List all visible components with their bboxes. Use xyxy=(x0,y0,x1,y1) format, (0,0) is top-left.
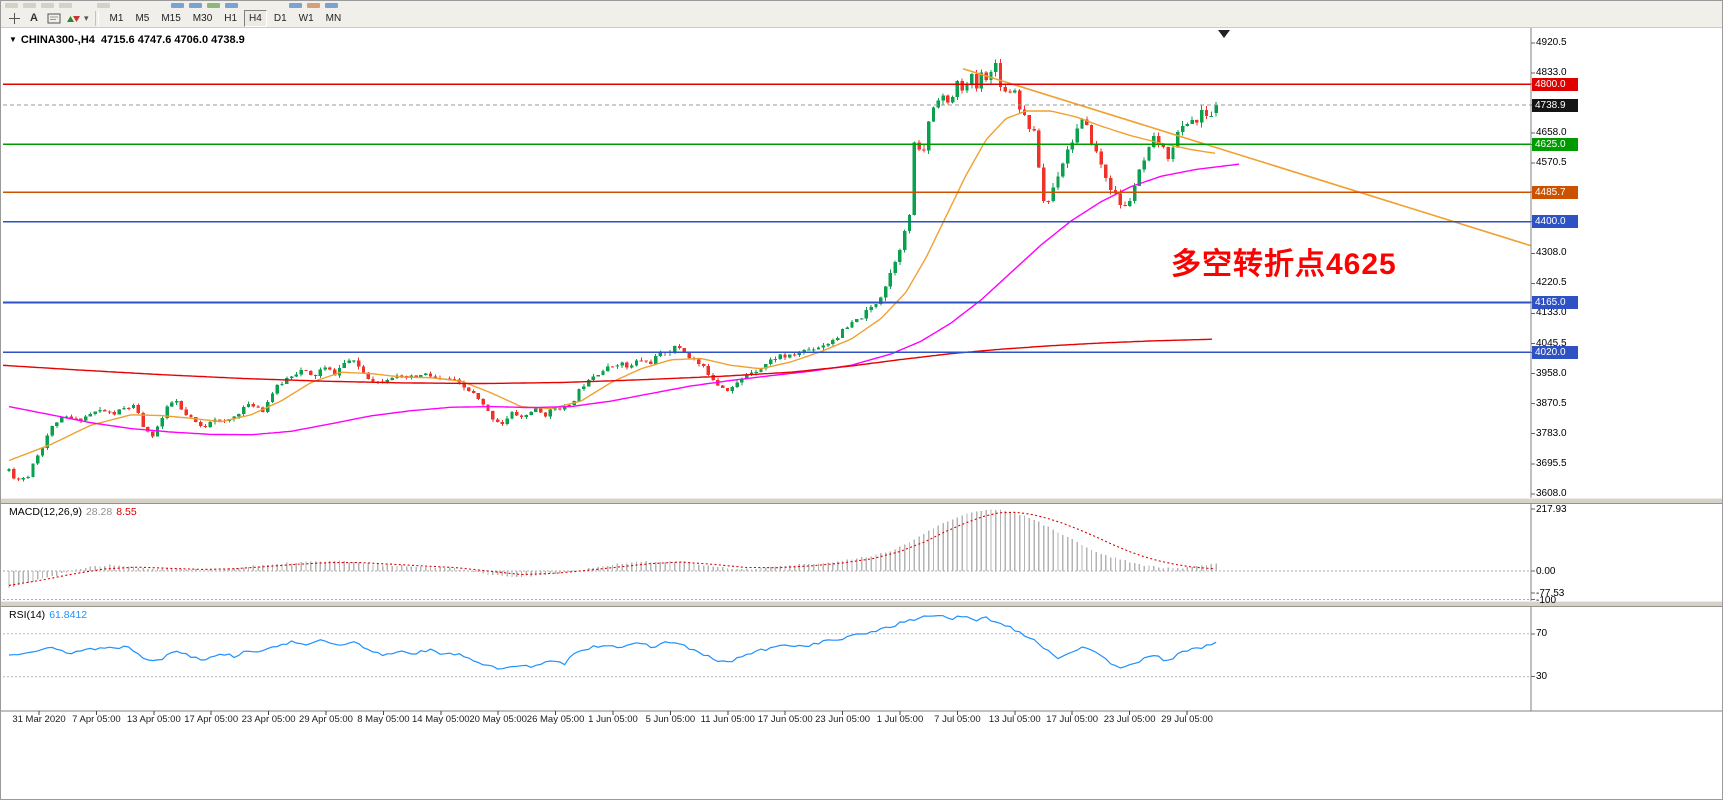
price-level-badge: 4165.0 xyxy=(1532,295,1578,309)
price-scale-label: 3608.0 xyxy=(1536,487,1567,499)
date-label: 1 Jul 05:00 xyxy=(876,714,924,725)
rsi-scale-label: 30 xyxy=(1536,670,1548,682)
date-label: 5 Jun 05:00 xyxy=(645,714,696,725)
macd-scale-label: -77.53 xyxy=(1536,588,1565,600)
chart-symbol-period: CHINA300-,H4 xyxy=(20,34,95,46)
timeframe-button-group: M1 M5 M15 M30 H1 H4 D1 W1 MN xyxy=(104,9,348,27)
rsi-scale-label: 70 xyxy=(1536,627,1548,639)
cropped-icon xyxy=(171,3,184,8)
price-scale-label: 4658.0 xyxy=(1536,126,1567,138)
cropped-icon xyxy=(325,3,338,8)
price-level-badge: 4020.0 xyxy=(1532,345,1578,359)
macd-scale-label: -100 xyxy=(1536,594,1557,606)
date-label: 13 Jul 05:00 xyxy=(988,714,1041,725)
date-label: 7 Apr 05:00 xyxy=(72,714,121,725)
rsi-name: RSI(14) xyxy=(9,609,46,621)
cropped-icon xyxy=(225,3,238,8)
date-label: 17 Jun 05:00 xyxy=(757,714,813,725)
date-label: 20 May 05:00 xyxy=(469,714,527,725)
arrows-tool-icon[interactable]: ▾ xyxy=(65,10,89,26)
price-scale-label: 4133.0 xyxy=(1536,307,1567,319)
timeframe-button-w1[interactable]: W1 xyxy=(298,12,314,24)
panel-splitter[interactable] xyxy=(1,498,1722,504)
date-label: 14 May 05:00 xyxy=(412,714,470,725)
current-price-badge: 4738.9 xyxy=(1532,98,1578,112)
macd-label: MACD(12,26,9) 28.28 8.55 xyxy=(9,506,141,518)
price-scale-label: 4220.5 xyxy=(1536,277,1567,289)
timeframe-button-h4[interactable]: H4 xyxy=(244,9,267,27)
cropped-icon xyxy=(41,3,54,8)
macd-name: MACD(12,26,9) xyxy=(9,506,82,518)
price-scale-label: 4920.5 xyxy=(1536,36,1567,48)
timeframe-button-m30[interactable]: M30 xyxy=(192,12,213,24)
collapse-triangle-icon[interactable]: ▼ xyxy=(9,35,17,44)
chart-toolbar: A ▾ M1 M5 M15 M30 H1 H4 D1 W1 MN xyxy=(1,9,1722,28)
price-scale-label: 3783.0 xyxy=(1536,427,1567,439)
cropped-icon xyxy=(307,3,320,8)
price-scale-label: 4570.5 xyxy=(1536,157,1567,169)
date-label: 13 Apr 05:00 xyxy=(126,714,181,725)
price-scale-label: 3958.0 xyxy=(1536,367,1567,379)
price-scale-label: 4833.0 xyxy=(1536,66,1567,78)
rsi-panel-region[interactable] xyxy=(3,607,1531,711)
timeframe-button-m15[interactable]: M15 xyxy=(161,12,181,24)
price-level-badge: 4800.0 xyxy=(1532,77,1578,91)
macd-scale-label: 0.00 xyxy=(1536,566,1556,578)
date-label: 23 Jun 05:00 xyxy=(815,714,871,725)
date-label: 23 Jul 05:00 xyxy=(1103,714,1156,725)
timeframe-button-h1[interactable]: H1 xyxy=(224,12,238,24)
date-label: 31 Mar 2020 xyxy=(12,714,66,725)
timeframe-button-d1[interactable]: D1 xyxy=(273,12,287,24)
price-level-badge: 4625.0 xyxy=(1532,137,1578,151)
macd-scale-label: 217.93 xyxy=(1536,504,1567,516)
timeframe-button-m5[interactable]: M5 xyxy=(135,12,150,24)
cropped-icon xyxy=(5,3,18,8)
date-label: 29 Apr 05:00 xyxy=(299,714,353,725)
cropped-icon xyxy=(23,3,36,8)
cropped-icon xyxy=(289,3,302,8)
macd-panel-region[interactable] xyxy=(3,504,1531,601)
panel-splitter[interactable] xyxy=(1,601,1722,607)
price-scale-label: 4308.0 xyxy=(1536,247,1567,259)
crosshair-icon[interactable] xyxy=(5,10,23,26)
text-label-tool-icon[interactable] xyxy=(45,10,63,26)
date-label: 8 May 05:00 xyxy=(357,714,410,725)
timeframe-button-mn[interactable]: MN xyxy=(325,12,342,24)
toolbar-separator xyxy=(94,10,99,26)
text-tool-icon[interactable]: A xyxy=(30,12,38,24)
macd-main-value: 28.28 xyxy=(85,506,113,518)
date-label: 29 Jul 05:00 xyxy=(1161,714,1213,725)
price-scale-label: 4045.5 xyxy=(1536,337,1567,349)
date-label: 17 Jul 05:00 xyxy=(1046,714,1099,725)
chart-annotation-text: 多空转折点4625 xyxy=(1171,248,1397,281)
price-level-badge: 4485.7 xyxy=(1532,185,1578,199)
price-scale-label: 3695.5 xyxy=(1536,457,1567,469)
date-label: 23 Apr 05:00 xyxy=(241,714,296,725)
dropdown-arrow-icon: ▾ xyxy=(84,12,89,23)
cropped-icon xyxy=(59,3,72,8)
chart-ohlc-values: 4715.6 4747.6 4706.0 4738.9 xyxy=(101,34,245,46)
date-label: 11 Jun 05:00 xyxy=(700,714,755,725)
rsi-label: RSI(14) 61.8412 xyxy=(9,609,91,621)
date-label: 26 May 05:00 xyxy=(526,714,585,725)
price-level-badge: 4400.0 xyxy=(1532,215,1578,229)
cropped-icon xyxy=(207,3,220,8)
date-label: 7 Jul 05:00 xyxy=(934,714,981,725)
price-scale-label: 3870.5 xyxy=(1536,397,1567,409)
chart-title: ▼ CHINA300-,H4 4715.6 4747.6 4706.0 4738.… xyxy=(9,34,245,46)
timeframe-button-m1[interactable]: M1 xyxy=(109,12,124,24)
date-label: 1 Jun 05:00 xyxy=(588,714,638,725)
date-label: 17 Apr 05:00 xyxy=(184,714,239,725)
rsi-value: 61.8412 xyxy=(49,609,88,621)
macd-signal-value: 8.55 xyxy=(116,506,137,518)
cropped-icon xyxy=(189,3,202,8)
cropped-icon xyxy=(97,3,110,8)
